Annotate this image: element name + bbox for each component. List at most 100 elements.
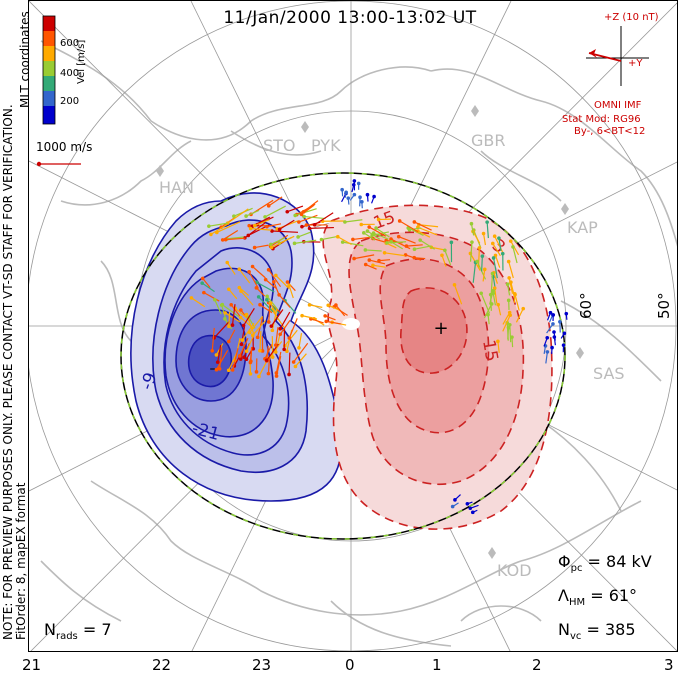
velocity-vector-origin bbox=[257, 374, 261, 379]
contour-label-pos3: 15 bbox=[478, 338, 501, 363]
velocity-vector-origin bbox=[486, 312, 490, 317]
velocity-vector bbox=[271, 308, 278, 331]
velocity-vector-origin bbox=[232, 214, 236, 219]
velocity-vector-origin bbox=[272, 280, 276, 284]
stat-bins: By-, 6<BT<12 bbox=[574, 126, 646, 137]
velocity-vector-origin bbox=[304, 223, 309, 227]
imf-z-label: +Z (10 nT) bbox=[604, 12, 659, 23]
velocity-vector bbox=[481, 256, 483, 272]
velocity-vector-origin bbox=[223, 311, 227, 315]
imf-source: OMNI IMF bbox=[594, 100, 642, 111]
velocity-vector-origin bbox=[344, 190, 348, 195]
convection-map: – -9 -21 + 15 3 15 bbox=[29, 1, 677, 651]
velocity-vector-origin bbox=[230, 323, 235, 327]
velocity-vector-origin bbox=[334, 303, 338, 307]
nrads-sub: rads bbox=[55, 631, 78, 643]
velocity-vector-origin bbox=[365, 192, 370, 197]
velocity-vector bbox=[270, 237, 285, 245]
velocity-vector bbox=[294, 208, 317, 216]
velocity-vector-origin bbox=[493, 253, 498, 258]
velocity-vector-origin bbox=[479, 291, 483, 296]
velocity-vector-origin bbox=[244, 357, 249, 362]
mlt-23: 23 bbox=[252, 656, 272, 674]
velocity-vector bbox=[310, 318, 324, 324]
velocity-vector bbox=[267, 357, 271, 374]
velocity-vector bbox=[255, 287, 266, 297]
velocity-vector bbox=[214, 299, 222, 315]
velocity-vectors bbox=[189, 179, 569, 515]
velocity-vector-origin bbox=[285, 280, 290, 284]
velocity-vector bbox=[191, 297, 206, 308]
velocity-vector-origin bbox=[510, 335, 514, 339]
velocity-vector-origin bbox=[266, 204, 271, 208]
velocity-vector-origin bbox=[323, 314, 327, 318]
velocity-vector bbox=[279, 219, 295, 230]
velocity-vector bbox=[252, 320, 267, 336]
stat-model: Stat Mod: RG96 bbox=[562, 114, 641, 125]
velocity-vector-origin bbox=[548, 310, 553, 315]
velocity-vector bbox=[288, 318, 298, 339]
velocity-vector-origin bbox=[297, 346, 301, 350]
velocity-vector-origin bbox=[340, 187, 344, 192]
velocity-vector-origin bbox=[545, 335, 550, 340]
mlt-0: 0 bbox=[345, 656, 355, 674]
velocity-vector bbox=[470, 223, 475, 236]
velocity-vector-origin bbox=[265, 294, 269, 299]
velocity-vector bbox=[297, 231, 311, 238]
velocity-vector-origin bbox=[491, 288, 495, 293]
velocity-vector bbox=[203, 292, 220, 302]
vector-scale-label: 1000 m/s bbox=[36, 140, 93, 154]
velocity-vector bbox=[469, 242, 473, 262]
velocity-vector-origin bbox=[352, 256, 356, 261]
velocity-vector-origin bbox=[307, 303, 312, 307]
velocity-vector-origin bbox=[293, 213, 297, 218]
velocity-vector-origin bbox=[452, 283, 457, 287]
velocity-vector bbox=[512, 246, 518, 264]
velocity-vector bbox=[298, 214, 318, 223]
velocity-vector-origin bbox=[468, 506, 473, 511]
velocity-vector bbox=[217, 344, 222, 363]
velocity-vector-origin bbox=[561, 343, 566, 347]
velocity-vector bbox=[510, 240, 520, 256]
velocity-vector-origin bbox=[207, 224, 211, 228]
velocity-vector-origin bbox=[239, 289, 243, 293]
velocity-vector-origin bbox=[359, 222, 364, 227]
velocity-vector bbox=[507, 284, 511, 296]
velocity-vector-origin bbox=[396, 234, 401, 239]
colorbar-tick-200: 200 bbox=[60, 96, 80, 107]
velocity-vector-origin bbox=[244, 349, 249, 353]
vector-scale bbox=[36, 161, 81, 167]
velocity-vector-origin bbox=[372, 194, 376, 199]
fit-order-text: FitOrder: 8, mapEX format bbox=[14, 482, 28, 640]
velocity-vector bbox=[515, 308, 524, 323]
velocity-vector-origin bbox=[562, 331, 567, 336]
velocity-vector-origin bbox=[363, 248, 368, 252]
phi-symbol: Φ bbox=[558, 552, 571, 571]
nvc-sub: vc bbox=[569, 631, 582, 643]
velocity-vector bbox=[398, 236, 416, 244]
velocity-vector-origin bbox=[551, 313, 556, 317]
velocity-vector bbox=[226, 236, 244, 240]
velocity-vector-origin bbox=[506, 259, 511, 264]
velocity-vector-origin bbox=[282, 347, 286, 352]
velocity-vector-origin bbox=[269, 324, 274, 328]
velocity-vector-origin bbox=[312, 222, 317, 227]
velocity-vector bbox=[309, 304, 323, 308]
velocity-vector-origin bbox=[285, 209, 290, 214]
velocity-vector bbox=[275, 351, 282, 374]
velocity-vector bbox=[301, 204, 315, 215]
velocity-vector bbox=[367, 230, 381, 240]
velocity-vector-origin bbox=[360, 199, 364, 204]
velocity-vector-origin bbox=[200, 276, 205, 281]
velocity-vector bbox=[228, 329, 236, 342]
velocity-vector-origin bbox=[223, 317, 227, 321]
velocity-vector bbox=[342, 241, 364, 247]
velocity-vector bbox=[407, 227, 424, 236]
velocity-vector-origin bbox=[326, 303, 331, 308]
velocity-vector-origin bbox=[300, 313, 304, 318]
velocity-vector bbox=[301, 315, 318, 320]
velocity-vector bbox=[219, 347, 223, 369]
velocity-vector bbox=[232, 348, 239, 371]
velocity-vector bbox=[243, 308, 255, 326]
station-labels: HAN STO PYK GBR KAP SAS KOD bbox=[159, 131, 625, 580]
